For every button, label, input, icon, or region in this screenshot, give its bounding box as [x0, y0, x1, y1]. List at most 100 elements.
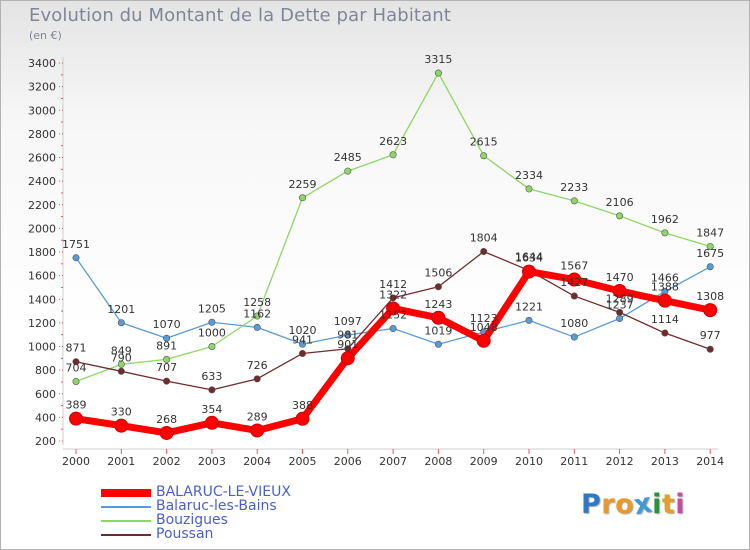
data-point	[525, 185, 533, 193]
data-label: 790	[111, 351, 132, 364]
data-point	[434, 69, 442, 77]
data-label: 1427	[560, 276, 588, 289]
data-point	[72, 358, 80, 366]
data-point	[567, 272, 582, 287]
data-label: 941	[292, 333, 313, 346]
data-point	[298, 349, 306, 357]
data-label: 1412	[379, 278, 407, 291]
legend-label: Bouzigues	[156, 512, 228, 528]
data-point	[117, 319, 125, 327]
data-label: 1258	[243, 296, 271, 309]
y-tick-label: 1200	[28, 317, 56, 330]
y-tick-label: 3400	[28, 57, 56, 70]
legend-swatch	[101, 489, 151, 497]
data-point	[163, 377, 171, 385]
data-point	[706, 242, 714, 250]
data-point	[72, 254, 80, 262]
y-tick-label: 1000	[28, 341, 56, 354]
legend-item: Balaruc-les-Bains	[101, 498, 361, 514]
y-tick-label: 3000	[28, 104, 56, 117]
data-point	[480, 248, 488, 256]
y-tick-label: 400	[35, 411, 56, 424]
data-label: 1962	[651, 213, 679, 226]
legend-swatch	[101, 534, 151, 536]
data-label: 2259	[289, 178, 317, 191]
data-point	[253, 375, 261, 383]
data-label: 1048	[470, 321, 498, 334]
data-label: 1123	[470, 312, 498, 325]
data-label: 849	[111, 344, 132, 357]
y-tick-label: 200	[35, 435, 56, 448]
data-label: 388	[292, 399, 313, 412]
legend-item: Bouzigues	[101, 512, 361, 528]
data-point	[69, 411, 83, 426]
chart-title: Evolution du Montant de la Dette par Hab…	[29, 5, 451, 26]
x-tick-label: 2001	[107, 455, 135, 468]
x-tick-label: 2003	[198, 455, 226, 468]
data-point	[616, 212, 624, 220]
data-label: 1506	[424, 267, 452, 280]
proxiti-logo: Proxiti	[581, 488, 685, 522]
data-point	[706, 345, 714, 353]
data-label: 330	[111, 406, 132, 419]
data-label: 707	[156, 361, 177, 374]
y-tick-label: 600	[35, 388, 56, 401]
data-label: 268	[156, 413, 177, 426]
data-point	[159, 425, 174, 440]
legend-swatch	[101, 506, 151, 508]
legend-label: BALARUC-LE-VIEUX	[156, 484, 291, 500]
data-label: 1152	[379, 309, 407, 322]
y-tick-label: 2400	[28, 175, 56, 188]
data-label: 1804	[470, 232, 498, 245]
data-point	[570, 197, 578, 205]
data-point	[657, 293, 672, 308]
legend-item: Poussan	[101, 526, 361, 542]
y-tick-label: 800	[35, 364, 56, 377]
data-label: 726	[247, 359, 268, 372]
logo-letter: i	[652, 489, 662, 520]
data-point	[522, 264, 536, 279]
data-point	[703, 303, 718, 318]
y-tick-label: 1800	[28, 246, 56, 259]
data-point	[250, 423, 265, 438]
logo-letter: o	[615, 489, 635, 520]
data-point	[661, 229, 669, 237]
data-point	[570, 292, 578, 300]
data-label: 3315	[424, 53, 452, 66]
legend-label: Balaruc-les-Bains	[156, 498, 277, 514]
data-label: 1567	[560, 260, 588, 273]
data-point	[434, 283, 442, 291]
x-tick-label: 2009	[470, 455, 498, 468]
data-point	[298, 194, 306, 202]
data-point	[208, 318, 216, 326]
data-point	[298, 340, 306, 348]
data-point	[117, 367, 125, 375]
data-label: 389	[66, 399, 87, 412]
data-label: 891	[156, 339, 177, 352]
data-label: 981	[337, 329, 358, 342]
logo-letter: t	[661, 489, 676, 520]
data-label: 1162	[243, 307, 271, 320]
data-point	[253, 323, 261, 331]
data-label: 1388	[651, 281, 679, 294]
data-point	[612, 283, 627, 298]
data-point	[340, 351, 355, 366]
x-tick-label: 2014	[696, 455, 724, 468]
x-tick-label: 2006	[334, 455, 362, 468]
y-tick-label: 1400	[28, 293, 56, 306]
y-tick-label: 1600	[28, 270, 56, 283]
data-label: 2334	[515, 169, 543, 182]
data-label: 704	[66, 361, 87, 374]
x-tick-label: 2002	[153, 455, 181, 468]
data-point	[295, 411, 310, 426]
data-label: 1322	[379, 288, 407, 301]
y-tick-label: 2000	[28, 222, 56, 235]
logo-letter: P	[581, 489, 602, 520]
logo-letter: r	[601, 489, 616, 520]
data-label: 1201	[107, 303, 135, 316]
y-tick-label: 2600	[28, 152, 56, 165]
data-label: 1221	[515, 300, 543, 313]
data-point	[434, 340, 442, 348]
data-label: 1644	[515, 250, 543, 263]
